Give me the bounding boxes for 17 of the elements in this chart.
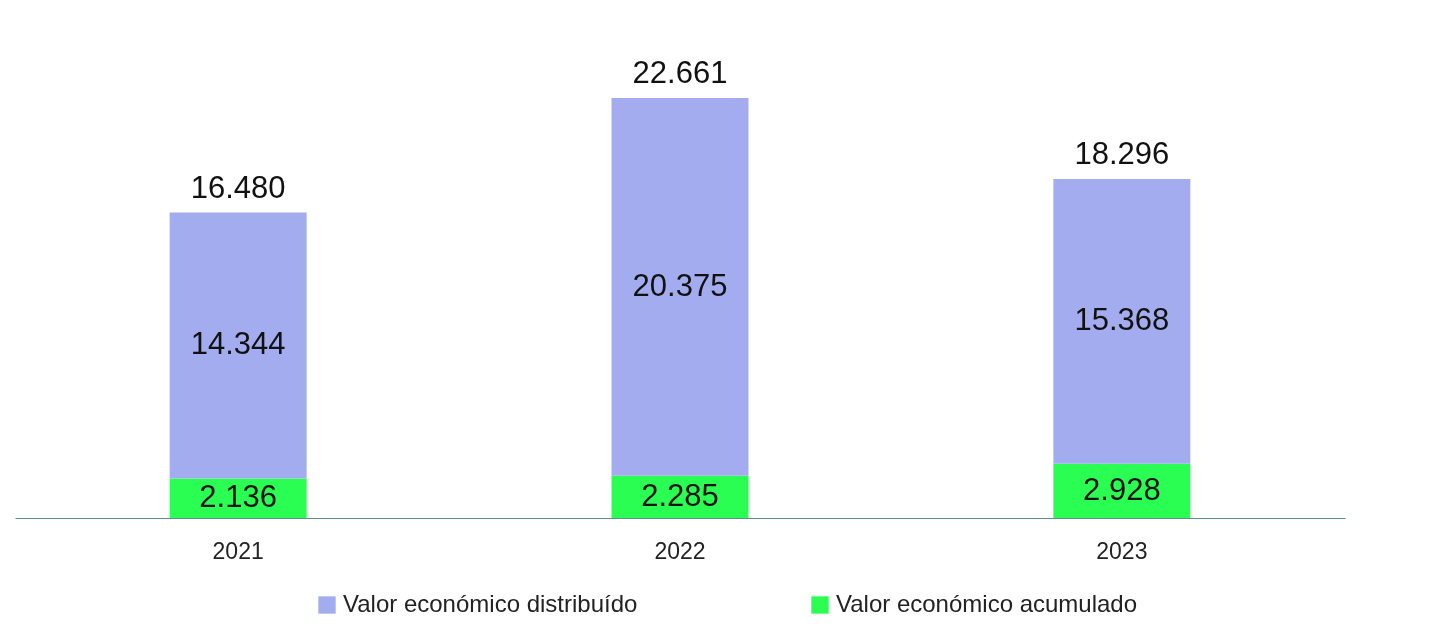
bar	[1053, 178, 1191, 464]
total-label: 18.296	[1074, 135, 1170, 171]
data-label: 2.928	[1083, 471, 1161, 507]
legend-label: Valor económico distribuído	[343, 590, 638, 617]
x-tick-label: 2021	[212, 537, 264, 564]
x-tick-label: 2022	[654, 537, 706, 564]
data-label: 2.136	[199, 479, 277, 515]
bar	[169, 212, 307, 479]
legend-label: Valor económico acumulado	[836, 590, 1138, 617]
x-tick-label: 2023	[1096, 537, 1148, 564]
total-label: 22.661	[632, 55, 728, 90]
data-label: 2.285	[641, 477, 719, 513]
data-label: 20.375	[632, 267, 728, 303]
data-label: 14.344	[190, 326, 286, 362]
total-label: 16.480	[190, 169, 286, 205]
data-label: 15.368	[1074, 302, 1170, 338]
bar	[611, 98, 749, 476]
